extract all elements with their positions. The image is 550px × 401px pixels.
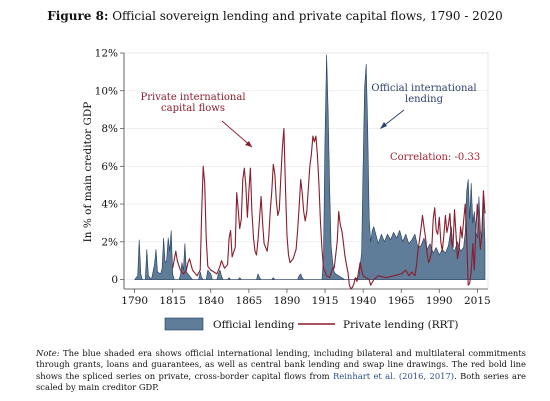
x-tick-label: 1915 xyxy=(312,295,339,307)
annotations: Private international capital flows Offici… xyxy=(140,83,480,163)
annotation-arrowhead-official xyxy=(380,122,387,129)
annotation-line: Private international xyxy=(140,92,245,103)
x-tick-label: 1815 xyxy=(159,295,186,307)
annotation-arrowhead-private xyxy=(245,141,252,147)
annotation-line: capital flows xyxy=(161,103,225,114)
figure-label: Figure 8: xyxy=(47,9,109,23)
y-tick-labels: 0 2% 4% 6% 8% 10% 12% xyxy=(95,48,118,287)
legend-private-label: Private lending (RRT) xyxy=(343,319,458,331)
x-tick-label: 1890 xyxy=(274,295,301,307)
annotation-private-flows: Private international capital flows xyxy=(140,92,245,114)
chart: 0 2% 4% 6% 8% 10% 12% 1790 1815 1840 1865 1890 1915… xyxy=(82,48,491,332)
annotation-correlation: Correlation: -0.33 xyxy=(390,152,480,163)
official-lending-area xyxy=(134,54,486,280)
figure-title: Figure 8: Official sovereign lending and… xyxy=(0,9,550,23)
legend: Official lending Private lending (RRT) xyxy=(164,317,458,331)
x-tick-label: 1790 xyxy=(121,295,148,307)
figure-note: Note: The blue shaded era shows official… xyxy=(36,348,526,394)
y-tick-label: 6% xyxy=(101,161,118,173)
note-text-end: . Both series are scaled by main credito… xyxy=(36,370,526,393)
x-tick-label: 1990 xyxy=(426,295,453,307)
x-tick-label: 2015 xyxy=(464,295,491,307)
y-tick-label: 2% xyxy=(101,236,118,248)
annotation-line: lending xyxy=(405,94,444,105)
annotation-arrow-private xyxy=(221,120,253,148)
official-lending-series xyxy=(134,54,486,280)
note-text: The blue shaded era shows official inter… xyxy=(36,348,526,381)
x-tick-labels: 1790 1815 1840 1865 1890 1915 1940 1965 1990 2015 xyxy=(121,295,490,307)
annotation-official-lending: Official international lending xyxy=(371,83,476,105)
private-lending-line xyxy=(172,127,486,290)
y-tick-label: 4% xyxy=(101,199,118,211)
y-tick-label: 10% xyxy=(95,85,118,97)
legend-official-label: Official lending xyxy=(213,319,295,331)
note-citation-link[interactable]: Reinhart et al. (2016, 2017) xyxy=(332,370,455,381)
note-label: Note: xyxy=(36,348,60,358)
x-tick-label: 1965 xyxy=(388,295,415,307)
legend-official-swatch xyxy=(164,317,204,331)
y-tick-label: 12% xyxy=(95,48,118,60)
x-tick-label: 1940 xyxy=(350,295,377,307)
x-tick-label: 1865 xyxy=(236,295,263,307)
axes xyxy=(120,52,488,293)
figure-title-text: Official sovereign lending and private c… xyxy=(112,9,503,23)
y-tick-label: 8% xyxy=(101,123,118,135)
private-lending-series xyxy=(172,127,486,290)
y-axis-label: In % of main creditor GDP xyxy=(82,102,94,243)
annotation-line: Official international xyxy=(371,83,476,94)
x-tick-label: 1840 xyxy=(197,295,224,307)
y-tick-label: 0 xyxy=(111,274,118,286)
